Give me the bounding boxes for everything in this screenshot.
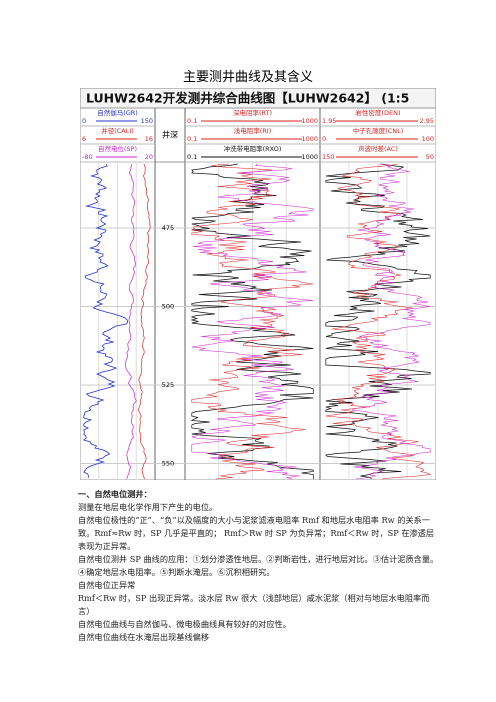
curve-name: 中子孔隙度(CNL)	[353, 126, 404, 135]
curve-min: 150	[322, 153, 334, 161]
body-text: 一、自然电位测井： 测量在地层电化学作用下产生的电位。自然电位极性的“正”、“负…	[78, 488, 440, 644]
curve-max: 1000	[301, 117, 318, 125]
curve-name: 岩性密度(DEN)	[355, 108, 400, 117]
log-trace	[82, 163, 129, 479]
log-trace	[190, 163, 314, 479]
curve-name: 冲洗带电阻率(RXO)	[224, 144, 282, 153]
curve-max: 50	[426, 153, 434, 161]
depth-label: 525	[162, 381, 174, 389]
paragraph: 自然电位正异常	[78, 580, 136, 590]
log-trace	[325, 163, 432, 480]
depth-label: 550	[162, 460, 174, 468]
curve-max: 20	[145, 153, 153, 161]
plot-bg	[80, 161, 436, 480]
curve-max: 150	[141, 117, 153, 125]
log-trace	[325, 163, 431, 480]
curve-min: 6	[82, 135, 86, 143]
curve-max: 16	[145, 135, 153, 143]
curve-min: 0.1	[187, 153, 197, 161]
curve-min: 1.95	[322, 117, 336, 125]
curve-name: 声波时差(AC)	[358, 144, 398, 153]
header-bg	[80, 107, 436, 163]
curve-name: 自然电位(SP)	[98, 144, 137, 153]
log-trace	[191, 163, 314, 480]
depth-header: 井深	[162, 130, 178, 140]
curve-name: 自然伽马(GR)	[97, 108, 138, 117]
page-title: 主要测井曲线及其含义	[182, 70, 313, 85]
depth-label: 500	[162, 303, 174, 311]
curve-max: 2.95	[420, 117, 434, 125]
paragraph: 自然电位极性的“正”、“负”以及幅度的大小与泥浆滤液电阻率 Rmf 和地层水电阻…	[78, 515, 435, 551]
curve-min: -80	[82, 153, 93, 161]
log-figure: LUHW2642开发测井综合曲线图【LUHW2642】 (1:5 井深 自然伽马(…	[80, 88, 436, 480]
paragraph: Rmf＜Rw 时，SP 出现正异常。淡水层 Rw 很大（浅部地层）咸水泥浆（相对…	[78, 593, 430, 616]
curve-max: 1000	[301, 153, 318, 161]
paragraph: 自然电位曲线在水淹层出现基线偏移	[78, 632, 210, 642]
depth-label: 475	[162, 224, 174, 232]
section-heading: 一、自然电位测井：	[78, 489, 152, 499]
curve-min: 0.1	[187, 117, 197, 125]
curve-min: 0	[82, 117, 86, 125]
curve-name: 井径(CALI)	[101, 126, 134, 135]
curve-max: 1000	[301, 135, 318, 143]
log-trace	[351, 163, 431, 480]
paragraph: 测量在地层电化学作用下产生的电位。	[78, 502, 218, 512]
log-trace	[138, 163, 151, 480]
curve-min: 0	[322, 135, 326, 143]
paragraph: 自然电位曲线与自然伽马、微电极曲线具有较好的对应性。	[78, 619, 291, 629]
figure-heading: LUHW2642开发测井综合曲线图【LUHW2642】 (1:5	[86, 91, 409, 106]
curve-max: 100	[422, 135, 434, 143]
curve-name: 深电阻率(RT)	[233, 108, 272, 117]
curve-name: 浅电阻率(RI)	[234, 126, 272, 135]
log-trace	[190, 163, 314, 480]
log-trace	[125, 163, 137, 480]
curve-min: 0.1	[187, 135, 197, 143]
paragraph: 自然电位测井 SP 曲线的应用：①划分渗透性地层。②判断岩性，进行地层对比。③估…	[78, 554, 439, 577]
